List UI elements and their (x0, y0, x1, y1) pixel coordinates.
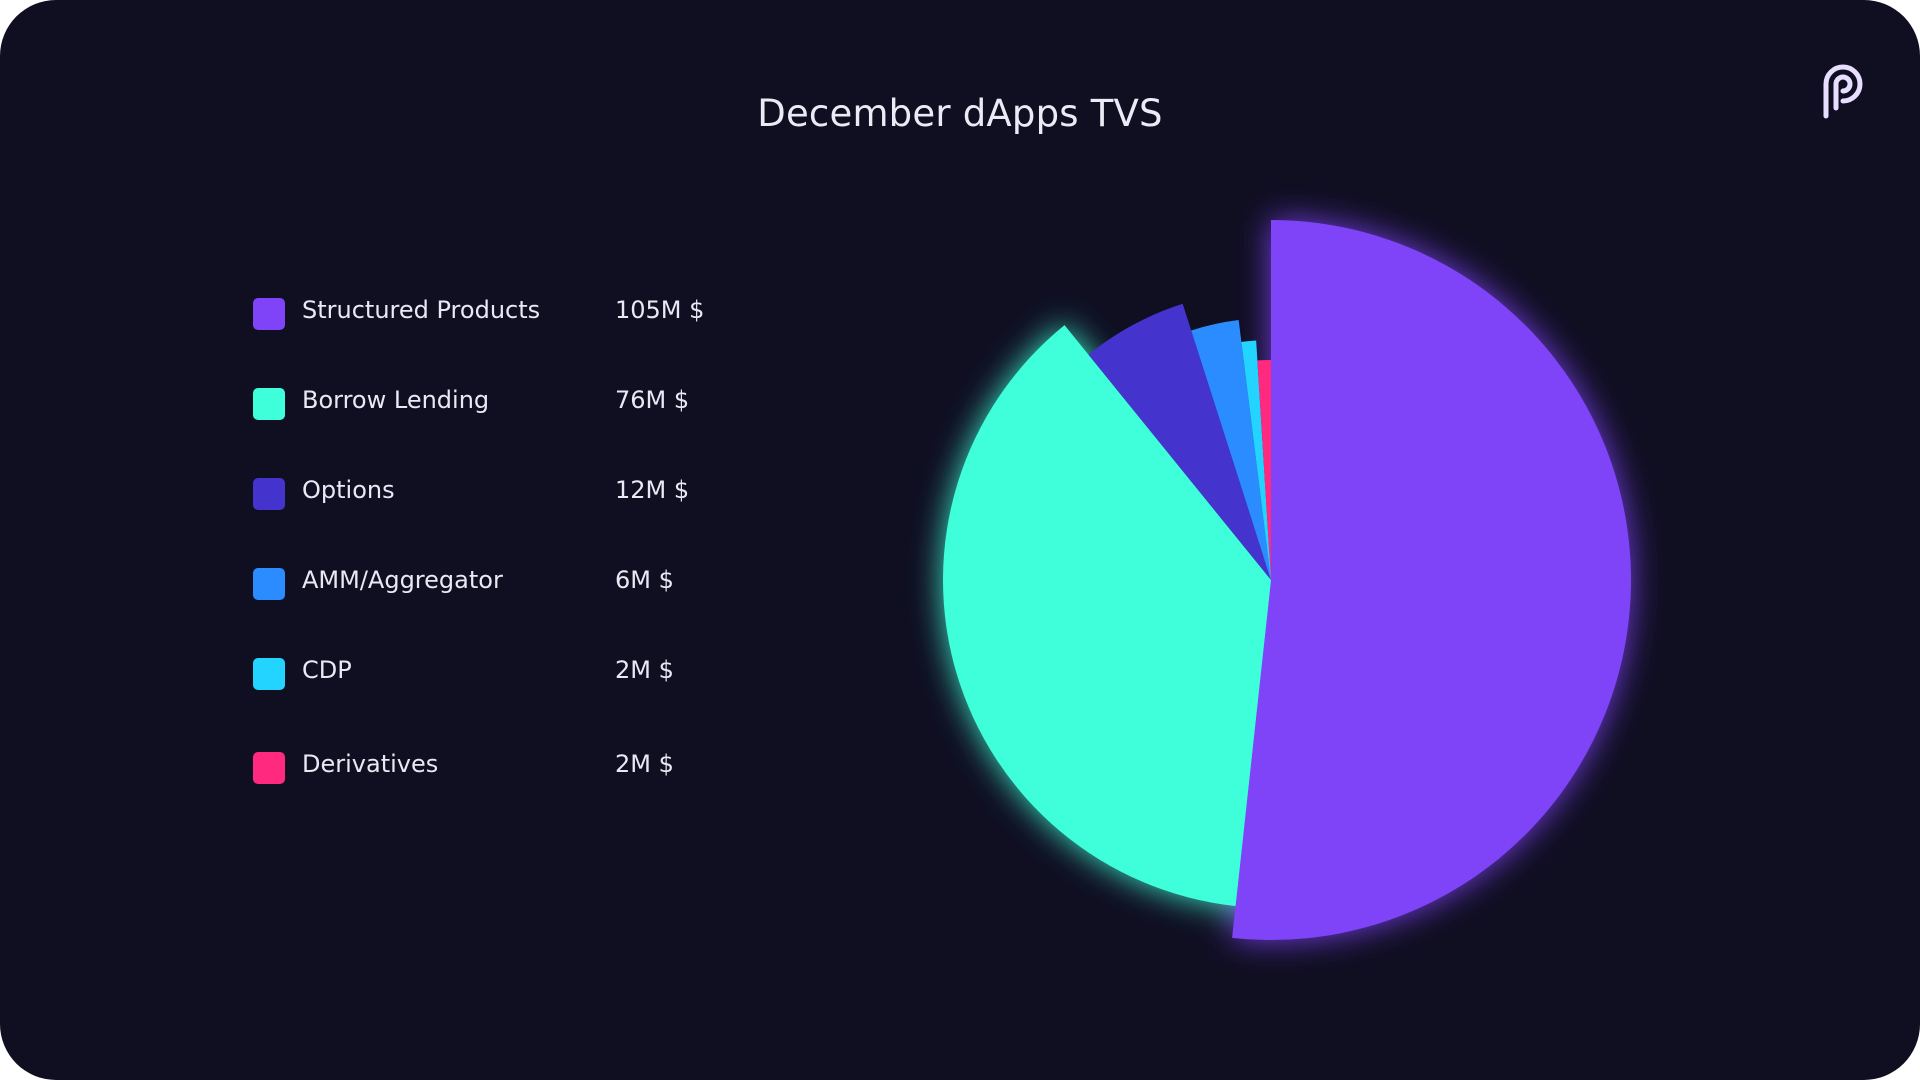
legend-value: 105M $ (615, 296, 705, 324)
legend-value: 6M $ (615, 566, 674, 594)
legend-label: Derivatives (302, 750, 439, 778)
pie-slice (1088, 303, 1271, 580)
pie-slice (1257, 360, 1271, 580)
chart-title: December dApps TVS (757, 92, 1163, 135)
legend-value: 76M $ (615, 386, 690, 414)
pie-slice (1232, 220, 1631, 940)
legend-item: CDP 2M $ (253, 652, 773, 692)
legend-label: Options (302, 476, 395, 504)
legend-swatch (253, 478, 285, 510)
legend-swatch (253, 658, 285, 690)
legend-item: AMM/Aggregator 6M $ (253, 562, 773, 602)
legend-swatch (253, 752, 285, 784)
legend-item: Derivatives 2M $ (253, 746, 773, 786)
pie-slice (943, 325, 1271, 907)
pie-slice (1241, 340, 1271, 580)
legend-label: Structured Products (302, 296, 541, 324)
legend-item: Options 12M $ (253, 472, 773, 512)
legend-label: AMM/Aggregator (302, 566, 503, 594)
legend-value: 12M $ (615, 476, 690, 504)
legend-value: 2M $ (615, 750, 674, 778)
legend-item: Borrow Lending 76M $ (253, 382, 773, 422)
legend-label: CDP (302, 656, 352, 684)
legend-swatch (253, 568, 285, 600)
legend-swatch (253, 388, 285, 420)
legend-value: 2M $ (615, 656, 674, 684)
legend-label: Borrow Lending (302, 386, 490, 414)
brand-logo-icon (1823, 64, 1863, 119)
legend-swatch (253, 298, 285, 330)
legend-item: Structured Products 105M $ (253, 292, 773, 332)
pie-slice (1191, 320, 1271, 580)
